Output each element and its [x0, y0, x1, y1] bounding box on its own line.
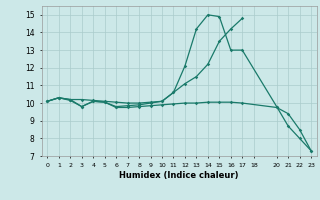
- X-axis label: Humidex (Indice chaleur): Humidex (Indice chaleur): [119, 171, 239, 180]
